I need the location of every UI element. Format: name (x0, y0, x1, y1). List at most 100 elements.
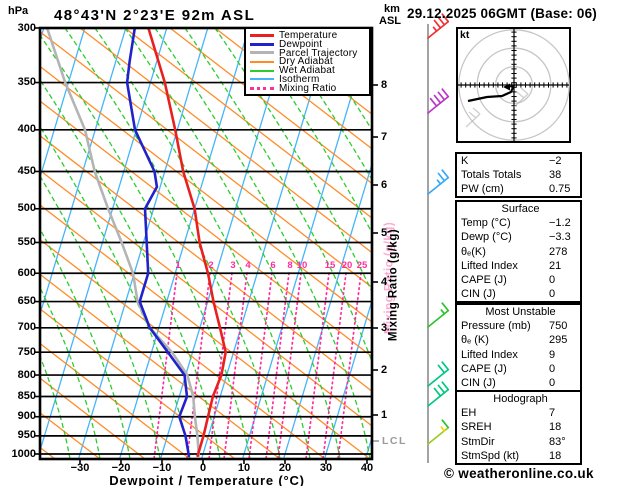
pressure-tick-label: 850 (17, 389, 36, 402)
stat-label: SREH (461, 421, 492, 434)
legend-label: Isotherm (279, 73, 320, 85)
hodograph-trace (467, 84, 516, 103)
mixing-ratio-value-label: 10 (296, 260, 308, 271)
wind-barb (427, 381, 450, 407)
stat-value: 83° (549, 435, 566, 448)
stat-value: 18 (549, 449, 562, 462)
stat-value: 0.75 (549, 183, 571, 196)
temperature-tick-label: 40 (360, 462, 374, 474)
curve-parcel-trajectory (45, 28, 201, 458)
stat-label: Dewp (°C) (461, 231, 512, 244)
wind-barb (427, 169, 450, 195)
sounding-curves (45, 28, 227, 458)
curve-temperature (147, 28, 227, 458)
stat-value: −2 (549, 155, 562, 167)
stat-value: 0 (549, 288, 556, 301)
stats-section-title: Most Unstable (485, 306, 556, 318)
temperature-tick-label: −10 (152, 462, 172, 474)
stat-row: Pressure (mb) 750 (457, 319, 580, 333)
mixing-ratio-axis-label: Mixing Ratio (g/kg) (387, 228, 400, 342)
temperature-tick-label: −30 (70, 462, 90, 474)
altitude-tick-label: 7 (381, 130, 388, 143)
stat-label: CIN (J) (461, 288, 496, 301)
legend-item: Dewpoint (250, 39, 367, 50)
stat-label: CAPE (J) (461, 362, 507, 375)
stat-row: SREH 18 (457, 420, 580, 434)
pressure-tick-label: 750 (17, 345, 36, 358)
stat-value: 18 (549, 421, 562, 434)
mixing-ratio-value-label: 15 (324, 260, 336, 271)
stat-row: EH 7 (457, 406, 580, 420)
mixing-ratio-value-label: 3 (230, 260, 236, 271)
stats-box-hodograph: Hodograph EH 7 SREH 18 StmDir 83° StmSpd (kt) 18 (455, 390, 582, 465)
wind-barb (427, 419, 450, 445)
stat-value: 9 (549, 348, 556, 361)
legend-label: Mixing Ratio (279, 82, 337, 94)
mixing-ratio-value-label: 4 (245, 260, 251, 271)
curve-dewpoint (125, 28, 191, 458)
pressure-tick-label: 450 (17, 164, 36, 177)
altitude-tick-label: 1 (381, 408, 388, 421)
dry-adiabat-lines (40, 28, 372, 459)
stat-value: −1.2 (549, 217, 571, 230)
stat-row: θₑ(K) 278 (457, 245, 580, 259)
legend-box: Temperature Dewpoint Parcel Trajectory Dry … (244, 27, 371, 96)
temperature-tick-label: 0 (199, 462, 207, 474)
pressure-tick-label: 800 (17, 368, 36, 381)
storm-motion-arrow (503, 83, 510, 91)
legend-item: Isotherm (250, 73, 367, 85)
stats-box-surface: Surface Temp (°C) −1.2 Dewp (°C) −3.3 θₑ(K) 27… (455, 200, 582, 303)
stat-label: Lifted Index (461, 348, 518, 361)
wind-barb (427, 88, 450, 114)
mixing-ratio-lines (153, 272, 362, 459)
legend-swatch-dots (250, 86, 274, 90)
stat-label: PW (cm) (461, 183, 504, 196)
stat-row: θₑ (K) 295 (457, 333, 580, 347)
legend-swatch-thick (250, 42, 274, 46)
stat-label: Pressure (mb) (461, 320, 531, 333)
stat-label: StmSpd (kt) (461, 449, 520, 462)
pressure-tick-label: 400 (17, 123, 36, 136)
legend-swatch-thick (250, 51, 274, 55)
legend-label: Temperature (279, 29, 338, 41)
wind-barb (427, 361, 450, 387)
stat-row: StmDir 83° (457, 435, 580, 449)
stat-value: −3.3 (549, 231, 571, 244)
wind-barb (427, 302, 450, 328)
legend-item: Parcel Trajectory (250, 48, 367, 59)
stat-value: 750 (549, 320, 568, 333)
stat-row: Temp (°C) −1.2 (457, 216, 580, 230)
mixing-ratio-value-label: 6 (270, 260, 276, 271)
temperature-tick-label: 10 (237, 462, 251, 474)
altitude-tick-label: 6 (381, 178, 388, 191)
altitude-tick-label: 2 (381, 363, 388, 376)
altitude-tick-label: 3 (381, 321, 388, 334)
pressure-axis-unit: hPa (8, 5, 29, 17)
pressure-tick-label: 350 (17, 76, 36, 89)
stat-label: CAPE (J) (461, 273, 507, 286)
stat-value: 0 (549, 362, 556, 375)
stats-section-title: Surface (501, 203, 540, 215)
stat-value: 0 (549, 273, 556, 286)
hodograph (456, 27, 571, 143)
lcl-label: LCL (382, 435, 407, 447)
stat-value: 278 (549, 245, 568, 258)
plot-border (38, 26, 374, 461)
pressure-tick-label: 550 (17, 235, 36, 248)
stat-value: 7 (549, 407, 556, 420)
stat-label: StmDir (461, 435, 495, 448)
temperature-tick-label: −20 (111, 462, 131, 474)
legend-swatch-thick (250, 33, 274, 37)
altitude-tick-label: 8 (381, 78, 388, 91)
legend-item: Wet Adiabat (250, 65, 367, 76)
stat-value: 38 (549, 169, 562, 182)
pressure-tick-label: 950 (17, 429, 36, 442)
altitude-axis-unit-asl: ASL (379, 15, 401, 27)
wind-barb (427, 13, 450, 39)
stat-row: PW (cm) 0.75 (457, 182, 580, 196)
legend-item: Dry Adiabat (250, 56, 367, 67)
pressure-tick-label: 500 (17, 202, 36, 215)
stat-row: Lifted Index 21 (457, 259, 580, 273)
